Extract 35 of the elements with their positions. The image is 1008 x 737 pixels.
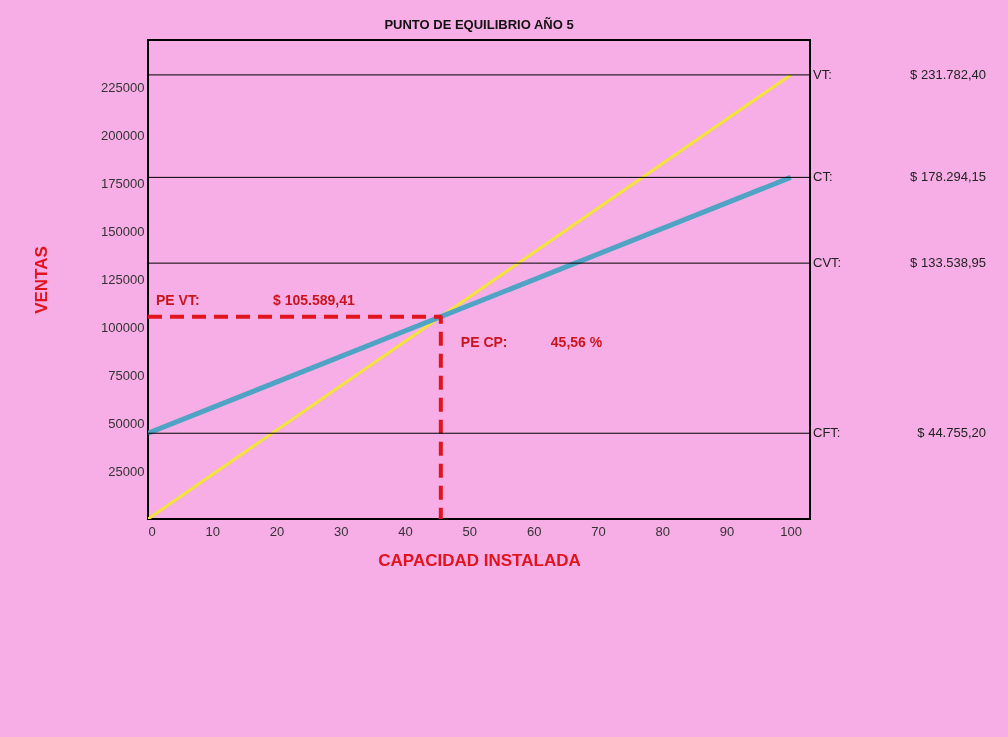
y-tick-label: 50000 [108,415,145,431]
text: $ 178.294,15 [910,169,986,185]
annotation: PE VT: [156,291,200,308]
y-tick-label: 150000 [101,224,145,240]
x-tick-label: 90 [719,523,735,539]
x-tick-label: 60 [526,523,542,539]
x-tick-label: 0 [148,523,156,539]
ref-line-label: VT: [813,66,832,82]
annotation: $ 105.589,41 [273,291,355,308]
y-axis-title: VENTAS [32,246,52,314]
annotation: 45,56 % [550,333,603,350]
y-tick-label: 125000 [101,272,145,287]
x-tick-label: 40 [398,523,413,539]
y-tick-label: 200000 [101,128,145,144]
x-tick-label: 80 [655,523,670,539]
ref-line-label: CFT: [813,425,841,441]
y-tick-label: 225000 [101,80,145,96]
text: $ 44.755,20 [917,425,986,441]
x-tick-label: 30 [334,523,349,539]
text: $ 133.538,95 [910,255,986,271]
y-tick-label: 100000 [101,319,145,335]
x-tick-label: 10 [205,523,221,539]
y-tick-label: 75000 [108,367,145,383]
x-axis-title: CAPACIDAD INSTALADA [378,550,581,570]
annotation: PE CP: [460,333,508,350]
x-tick-label: 50 [462,523,478,539]
ref-line-label: CT: [813,169,833,185]
y-tick-label: 175000 [101,176,145,192]
chart-title: PUNTO DE EQUILIBRIO AÑO 5 [384,17,574,32]
text: $ 231.782,40 [910,66,986,82]
ref-line-label: CVT: [813,255,842,271]
y-tick-label: 25000 [108,463,145,479]
x-tick-label: 70 [591,523,606,539]
x-tick-label: 100 [780,523,803,539]
x-tick-label: 20 [269,523,285,539]
